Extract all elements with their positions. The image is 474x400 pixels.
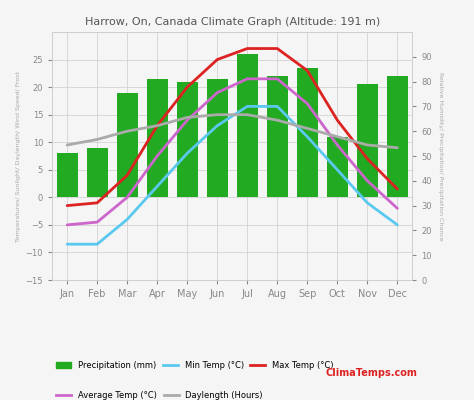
- Text: ClimaTemps.com: ClimaTemps.com: [325, 368, 417, 378]
- Bar: [297, 68, 318, 197]
- Bar: [177, 82, 198, 197]
- Bar: [327, 137, 348, 197]
- Bar: [357, 84, 378, 197]
- Bar: [87, 148, 108, 197]
- Bar: [147, 79, 168, 197]
- Title: Harrow, On, Canada Climate Graph (Altitude: 191 m): Harrow, On, Canada Climate Graph (Altitu…: [85, 17, 380, 27]
- Legend: Average Temp (°C), Daylength (Hours): Average Temp (°C), Daylength (Hours): [56, 391, 263, 400]
- Y-axis label: Temperatures/ Sunlight/ Daylength/ Wind Speed/ Frost: Temperatures/ Sunlight/ Daylength/ Wind …: [17, 70, 21, 242]
- Bar: [237, 54, 258, 197]
- Bar: [207, 79, 228, 197]
- Bar: [387, 76, 408, 197]
- Bar: [117, 93, 137, 197]
- Bar: [267, 76, 288, 197]
- Y-axis label: Relative Humidity/ Precipitation/ Precipitation Chance: Relative Humidity/ Precipitation/ Precip…: [438, 72, 443, 240]
- Bar: [57, 153, 78, 197]
